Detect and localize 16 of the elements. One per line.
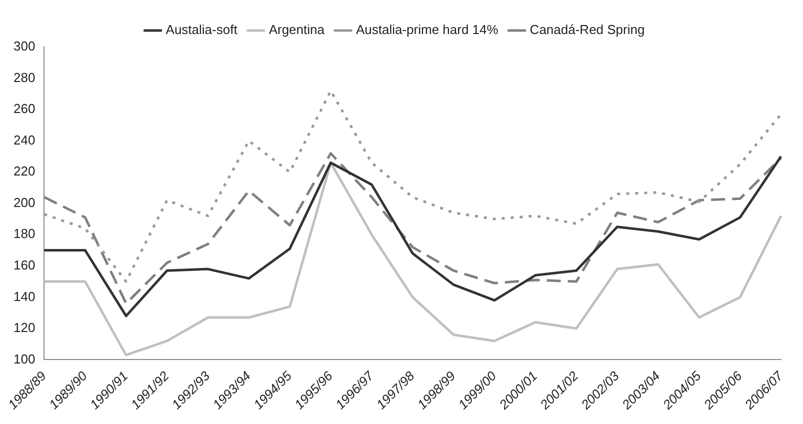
y-tick-label: 120 <box>14 320 36 336</box>
y-tick-label: 140 <box>14 288 36 304</box>
y-tick-label: 220 <box>14 164 36 179</box>
legend-label: Canadá-Red Spring <box>530 22 645 38</box>
legend-label: Austalia-soft <box>166 22 238 38</box>
y-tick-label: 260 <box>14 101 36 116</box>
y-tick-label: 160 <box>14 257 36 272</box>
y-tick-label: 100 <box>14 351 36 366</box>
line-series <box>42 90 782 283</box>
legend-label: Austalia-prime hard 14% <box>356 22 499 38</box>
y-tick-label: 280 <box>14 70 36 85</box>
y-tick-label: 200 <box>14 194 36 210</box>
y-tick-label: 180 <box>14 226 36 242</box>
legend-label: Argentina <box>268 22 326 38</box>
y-tick-label: 240 <box>14 132 36 148</box>
y-tick-label: 300 <box>14 38 36 54</box>
